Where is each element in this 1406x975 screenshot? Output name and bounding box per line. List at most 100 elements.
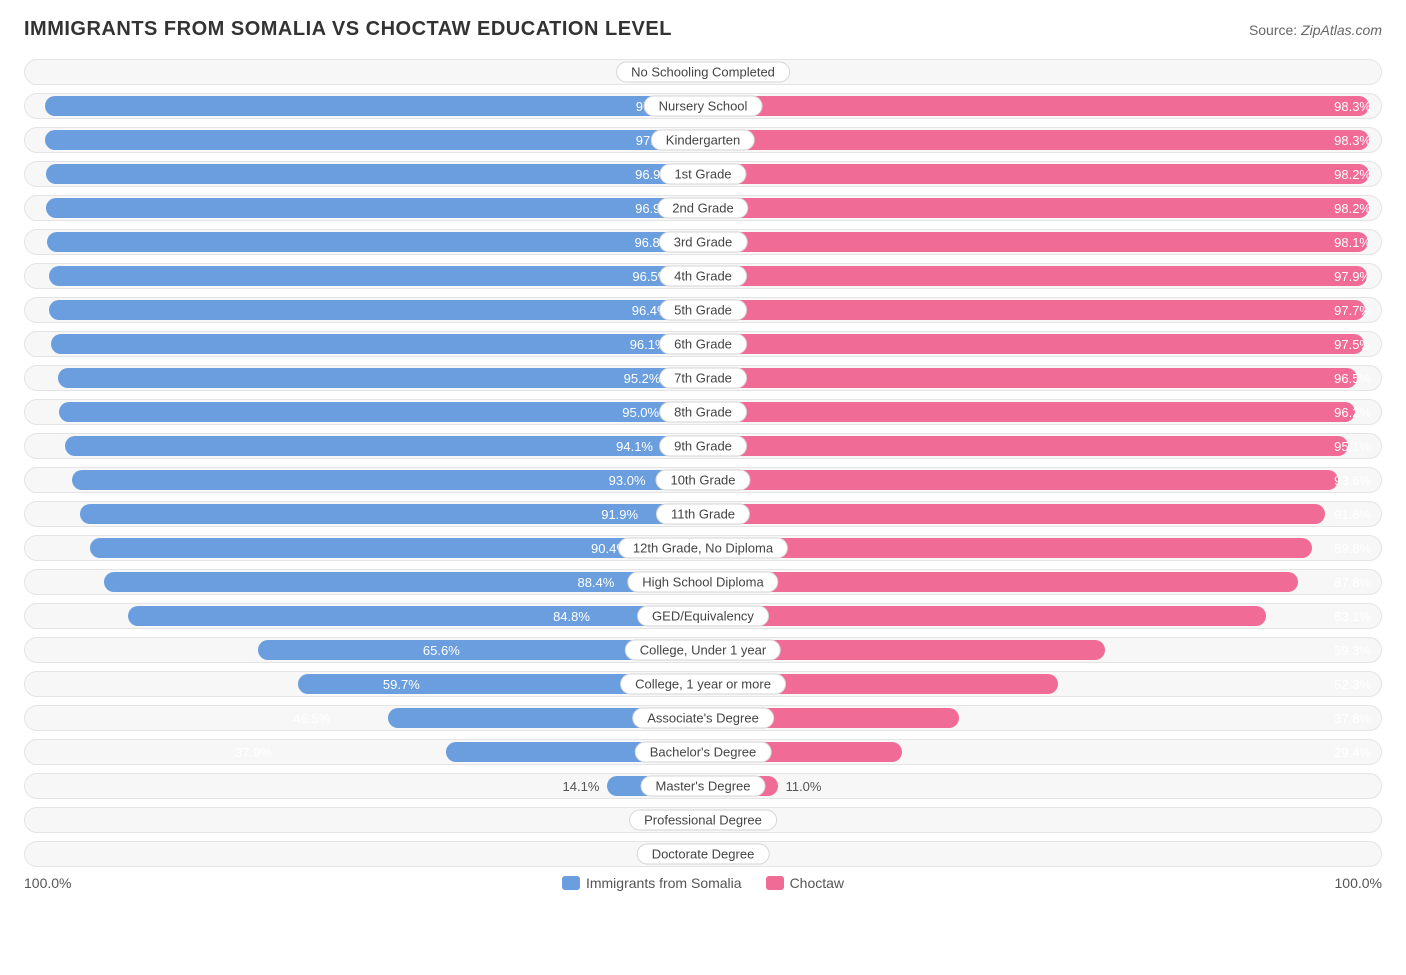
- pct-left: 37.9%: [225, 740, 282, 764]
- chart-row: 96.5%97.9%4th Grade: [24, 263, 1382, 289]
- page-title: IMMIGRANTS FROM SOMALIA VS CHOCTAW EDUCA…: [24, 18, 672, 41]
- category-label: Kindergarten: [651, 130, 755, 151]
- chart-row: 65.6%59.3%College, Under 1 year: [24, 637, 1382, 663]
- chart-row: 94.1% 95.1%9th Grade: [24, 433, 1382, 459]
- category-label: 1st Grade: [659, 164, 746, 185]
- chart-row: 3.0%1.8%No Schooling Completed: [24, 59, 1382, 85]
- source-value: ZipAtlas.com: [1301, 22, 1382, 38]
- pct-left: 93.0%: [599, 468, 656, 492]
- pct-right: 89.8%: [772, 536, 1381, 560]
- axis-max-left: 100.0%: [24, 875, 71, 891]
- pct-right: 98.2%: [715, 196, 1381, 220]
- pct-right: 98.1%: [716, 230, 1381, 254]
- pct-right: 95.1%: [736, 434, 1381, 458]
- pct-left: 88.4%: [567, 570, 624, 594]
- pct-left: 65.6%: [413, 638, 470, 662]
- chart-row: 93.0% 93.6%10th Grade: [24, 467, 1382, 493]
- category-label: Nursery School: [644, 96, 763, 117]
- chart-row: 97.0%98.3%Kindergarten: [24, 127, 1382, 153]
- pct-right: 93.6%: [746, 468, 1381, 492]
- chart-row: 14.1% 11.0% Master's Degree: [24, 773, 1382, 799]
- category-label: 3rd Grade: [659, 232, 748, 253]
- pct-left: 84.8%: [543, 604, 600, 628]
- bar-left: [59, 402, 703, 422]
- chart-row: 96.8%98.1%3rd Grade: [24, 229, 1382, 255]
- bar-left: [49, 300, 703, 320]
- pct-right: 98.3%: [715, 94, 1381, 118]
- pct-right: 29.4%: [1182, 740, 1381, 764]
- pct-left: 94.1%: [606, 434, 663, 458]
- pct-right: 83.1%: [818, 604, 1381, 628]
- chart-row: 96.4%97.7%5th Grade: [24, 297, 1382, 323]
- category-label: High School Diploma: [627, 572, 778, 593]
- pct-left: 14.1%: [555, 774, 608, 798]
- pct-right: 59.3%: [979, 638, 1381, 662]
- chart-row: 59.7%52.3%College, 1 year or more: [24, 671, 1382, 697]
- pct-right: 98.3%: [715, 128, 1381, 152]
- pct-right: 87.8%: [786, 570, 1381, 594]
- legend-item-right: Choctaw: [766, 875, 844, 891]
- category-label: 6th Grade: [659, 334, 747, 355]
- diverging-bar-chart: 3.0%1.8%No Schooling Completed 97.0%98.3%…: [24, 59, 1382, 867]
- pct-right: 91.8%: [759, 502, 1381, 526]
- bar-left: [45, 96, 703, 116]
- category-label: College, 1 year or more: [620, 674, 786, 695]
- axis-max-right: 100.0%: [1335, 875, 1382, 891]
- chart-row: 90.4%89.8%12th Grade, No Diploma: [24, 535, 1382, 561]
- chart-row: 96.1%97.5%6th Grade: [24, 331, 1382, 357]
- legend: Immigrants from Somalia Choctaw: [562, 875, 844, 891]
- bar-left: [128, 606, 703, 626]
- bar-left: [58, 368, 703, 388]
- chart-row: 96.9%98.2%1st Grade: [24, 161, 1382, 187]
- category-label: Professional Degree: [629, 810, 777, 831]
- category-label: 10th Grade: [655, 470, 750, 491]
- bar-left: [45, 130, 703, 150]
- pct-right: 97.9%: [717, 264, 1381, 288]
- category-label: 4th Grade: [659, 266, 747, 287]
- header: IMMIGRANTS FROM SOMALIA VS CHOCTAW EDUCA…: [24, 18, 1382, 41]
- legend-swatch-right: [766, 876, 784, 890]
- pct-right: 97.7%: [719, 298, 1381, 322]
- category-label: 11th Grade: [656, 504, 750, 525]
- category-label: 7th Grade: [659, 368, 747, 389]
- category-label: Doctorate Degree: [637, 844, 770, 865]
- pct-right: 96.5%: [727, 366, 1381, 390]
- category-label: 5th Grade: [659, 300, 747, 321]
- category-label: GED/Equivalency: [637, 606, 769, 627]
- pct-right: 98.2%: [715, 162, 1381, 186]
- chart-row: 88.4% 87.8% High School Diploma: [24, 569, 1382, 595]
- source-credit: Source: ZipAtlas.com: [1249, 22, 1382, 38]
- category-label: No Schooling Completed: [616, 62, 790, 83]
- category-label: Associate's Degree: [632, 708, 774, 729]
- bar-left: [47, 232, 703, 252]
- chart-row: 95.2%96.5%7th Grade: [24, 365, 1382, 391]
- chart-row: 91.9%91.8%11th Grade: [24, 501, 1382, 527]
- category-label: Bachelor's Degree: [635, 742, 772, 763]
- chart-row: 1.8%1.4%Doctorate Degree: [24, 841, 1382, 867]
- bar-left: [51, 334, 703, 354]
- pct-right: 96.2%: [729, 400, 1381, 424]
- chart-row: 95.0%96.2%8th Grade: [24, 399, 1382, 425]
- chart-row: 97.0%98.3%Nursery School: [24, 93, 1382, 119]
- pct-left: 59.7%: [373, 672, 430, 696]
- pct-right: 97.5%: [720, 332, 1381, 356]
- legend-swatch-left: [562, 876, 580, 890]
- chart-row: 46.5% 37.8% Associate's Degree: [24, 705, 1382, 731]
- legend-label-right: Choctaw: [790, 875, 844, 891]
- chart-row: 4.1%3.2%Professional Degree: [24, 807, 1382, 833]
- bar-left: [49, 266, 703, 286]
- legend-label-left: Immigrants from Somalia: [586, 875, 742, 891]
- pct-right: 11.0%: [778, 774, 830, 798]
- pct-right: 37.8%: [1125, 706, 1381, 730]
- bar-left: [46, 164, 703, 184]
- chart-row: 84.8% 83.1% GED/Equivalency: [24, 603, 1382, 629]
- pct-left: 46.5%: [283, 706, 340, 730]
- chart-footer: 100.0% Immigrants from Somalia Choctaw 1…: [24, 875, 1382, 891]
- category-label: 12th Grade, No Diploma: [618, 538, 788, 559]
- category-label: Master's Degree: [641, 776, 766, 797]
- category-label: 8th Grade: [659, 402, 747, 423]
- legend-item-left: Immigrants from Somalia: [562, 875, 742, 891]
- category-label: 2nd Grade: [657, 198, 748, 219]
- category-label: 9th Grade: [659, 436, 747, 457]
- chart-row: 37.9% 29.4% Bachelor's Degree: [24, 739, 1382, 765]
